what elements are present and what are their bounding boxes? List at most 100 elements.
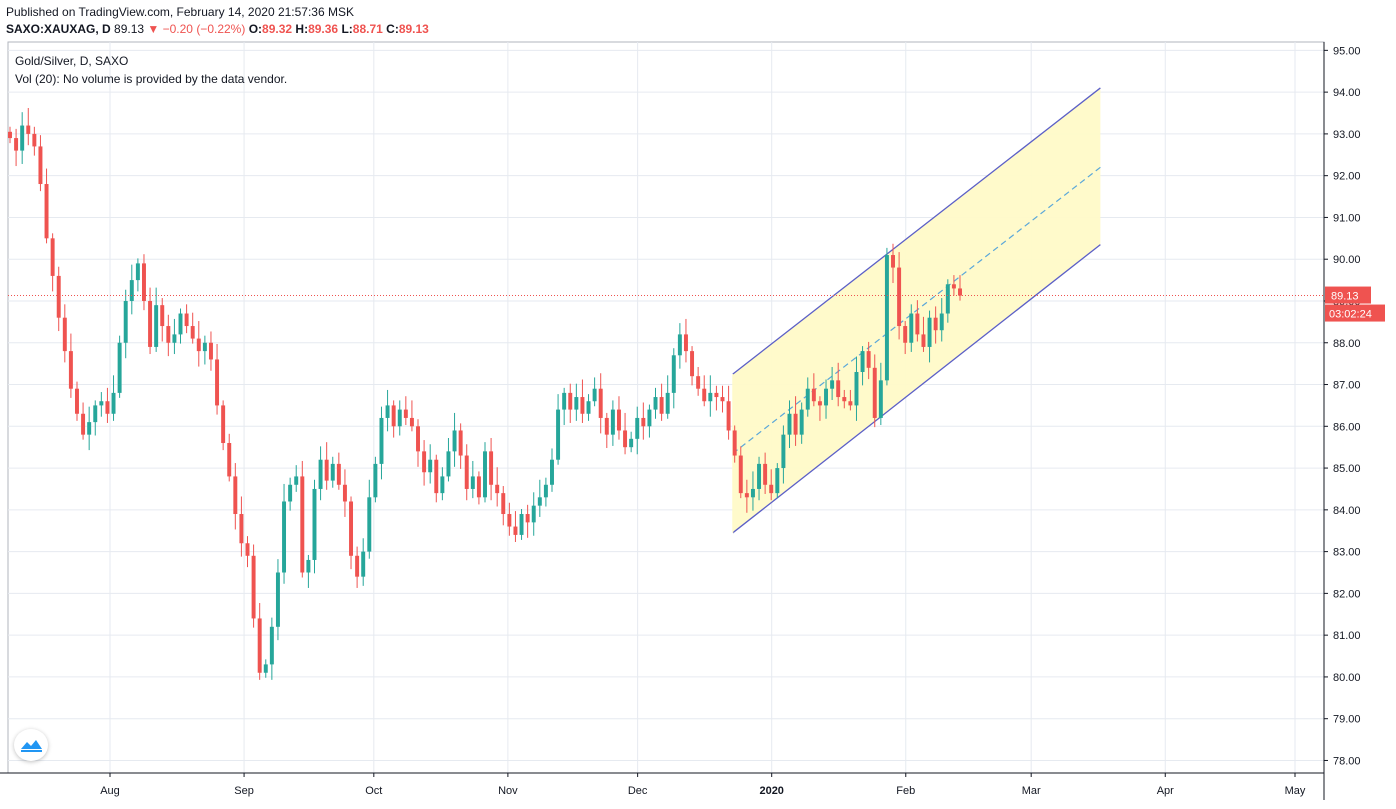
- candle-body: [616, 409, 621, 431]
- candle-body: [470, 476, 475, 489]
- x-tick-label: Mar: [1022, 785, 1041, 797]
- candle-body: [190, 326, 195, 339]
- tradingview-logo-icon: [21, 740, 42, 752]
- tradingview-logo[interactable]: [14, 729, 48, 761]
- candle-body: [665, 392, 670, 414]
- candle-body: [671, 355, 676, 393]
- candle-body: [927, 317, 932, 347]
- candle-body: [50, 238, 55, 276]
- price-tag-box: [1325, 286, 1371, 304]
- candle-body: [495, 484, 500, 494]
- x-tick-label: Aug: [100, 785, 120, 797]
- low-label: L:: [341, 22, 353, 36]
- candle-body: [659, 397, 664, 414]
- series-title[interactable]: Gold/Silver, D, SAXO: [15, 54, 129, 68]
- candle-body: [458, 430, 463, 456]
- candle-body: [550, 459, 554, 485]
- price-tag: 89.13 03:02:24: [1325, 286, 1385, 322]
- candle-body: [184, 313, 189, 327]
- candle-body: [556, 409, 561, 460]
- ohlc-line: SAXO:XAUXAG, D 89.13 ▼ −0.20 (−0.22%) O:…: [6, 21, 429, 38]
- candle-body: [239, 514, 244, 544]
- candle-body: [135, 263, 140, 281]
- candle-body: [367, 497, 372, 552]
- candle-body: [312, 488, 317, 560]
- candle-body: [233, 476, 238, 515]
- candle-body: [68, 351, 73, 389]
- y-tick-label: 94.00: [1333, 87, 1361, 99]
- candle-body: [446, 451, 451, 477]
- y-tick-label: 86.00: [1333, 421, 1361, 433]
- candle-body: [507, 514, 512, 527]
- candle-body: [586, 401, 591, 414]
- channel-midline: [732, 166, 1101, 454]
- candle-body: [14, 138, 19, 151]
- candle-body: [793, 413, 798, 435]
- candle-body: [958, 288, 962, 296]
- candle-body: [799, 409, 804, 435]
- candle-body: [629, 438, 634, 448]
- candle-body: [62, 317, 67, 352]
- candle-body: [196, 338, 201, 352]
- candle-body: [750, 488, 755, 498]
- candle-body: [403, 409, 408, 418]
- channel-upper-line: [732, 87, 1101, 375]
- candle-body: [915, 313, 920, 335]
- candle-body: [574, 397, 579, 410]
- candle-body: [349, 501, 354, 556]
- candle-body: [781, 434, 786, 469]
- published-line: Published on TradingView.com, February 1…: [6, 5, 354, 19]
- candle-body: [93, 405, 98, 423]
- candle-body: [653, 397, 658, 410]
- candle-body: [428, 459, 433, 473]
- candle-body: [245, 543, 250, 556]
- candle-body: [172, 334, 177, 343]
- candle-body: [56, 275, 61, 318]
- y-tick-label: 83.00: [1333, 547, 1361, 559]
- candle-body: [105, 401, 110, 414]
- candle-body: [787, 413, 792, 435]
- candle-body: [872, 367, 877, 418]
- candle-body: [251, 555, 256, 619]
- candle-body: [647, 409, 652, 427]
- candle-body: [434, 459, 439, 494]
- candle-body: [866, 351, 871, 368]
- candle-body: [111, 392, 116, 414]
- candle-body: [939, 313, 944, 331]
- candle-body: [148, 300, 153, 347]
- candle-body: [154, 305, 159, 347]
- channel-lower-line: [732, 244, 1101, 534]
- candle-body: [891, 255, 895, 268]
- candle-body: [501, 493, 506, 515]
- last-price: 89.13: [114, 22, 145, 36]
- candle-body: [817, 401, 822, 406]
- x-tick-label: Sep: [234, 785, 254, 797]
- candle-body: [708, 392, 713, 402]
- candle-body: [945, 284, 950, 314]
- symbol-label: SAXO:XAUXAG, D: [6, 22, 111, 36]
- y-tick-label: 85.00: [1333, 463, 1361, 475]
- candle-body: [8, 131, 12, 139]
- candle-body: [854, 371, 859, 406]
- candle-body: [215, 359, 220, 406]
- y-tick-label: 78.00: [1333, 755, 1361, 767]
- y-tick-label: 87.00: [1333, 380, 1361, 392]
- candle-body: [355, 555, 360, 577]
- candle-body: [409, 417, 414, 427]
- countdown-box: [1325, 304, 1385, 322]
- candle-body: [330, 463, 335, 481]
- y-tick-label: 81.00: [1333, 630, 1361, 642]
- candle-body: [294, 476, 299, 485]
- candle-body: [580, 397, 585, 414]
- candle-body: [282, 501, 287, 573]
- x-tick-label: Feb: [896, 785, 915, 797]
- candle-body: [903, 326, 908, 343]
- candle-body: [476, 476, 481, 498]
- candle-body: [269, 626, 274, 665]
- candle-body: [604, 417, 609, 435]
- candle-body: [81, 413, 86, 435]
- x-tick-label: Oct: [365, 785, 382, 797]
- candle-body: [775, 468, 780, 494]
- candle-body: [324, 459, 329, 481]
